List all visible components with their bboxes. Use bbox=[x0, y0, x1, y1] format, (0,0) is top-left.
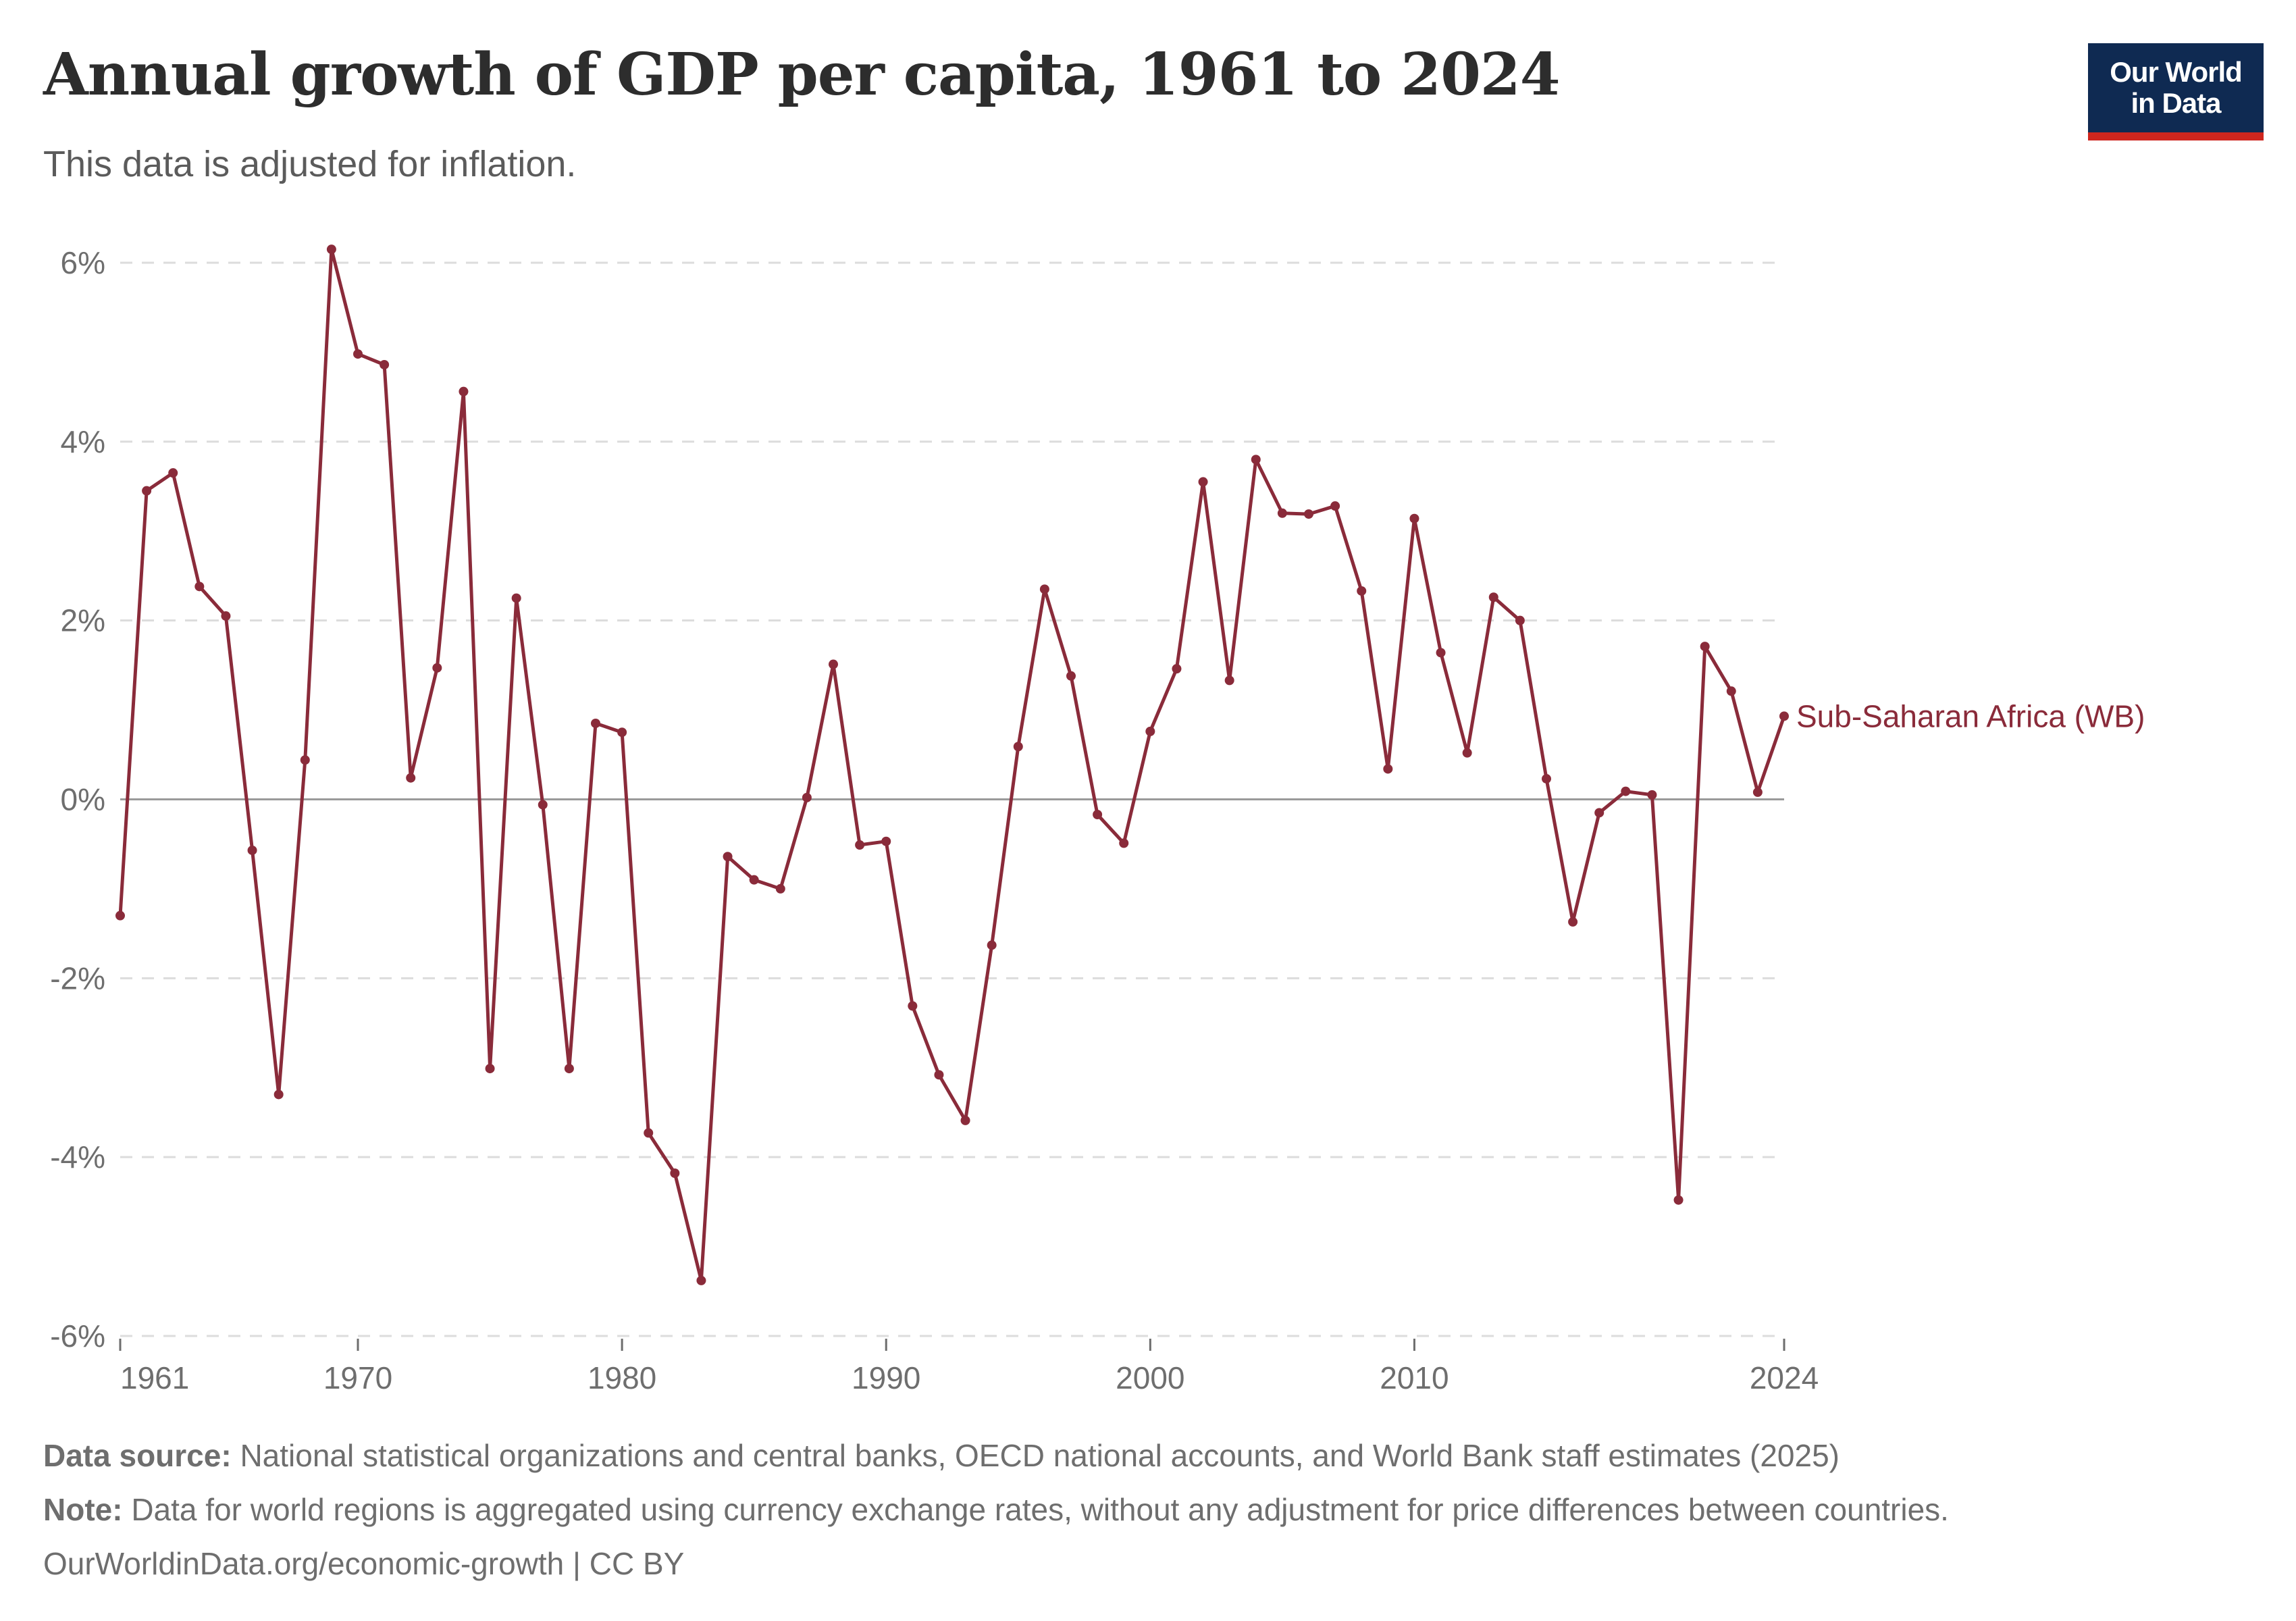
y-tick-label: 0% bbox=[61, 782, 105, 817]
data-point bbox=[432, 663, 442, 673]
logo-line-1: Our World bbox=[2110, 56, 2243, 88]
data-point bbox=[1515, 615, 1525, 625]
data-point bbox=[459, 386, 469, 396]
data-point bbox=[168, 468, 178, 478]
note-text: Data for world regions is aggregated usi… bbox=[131, 1492, 1949, 1527]
gridlines bbox=[120, 261, 1784, 1158]
data-point bbox=[406, 773, 416, 783]
data-point bbox=[142, 486, 152, 496]
data-point bbox=[644, 1128, 654, 1138]
y-tick-label: -4% bbox=[50, 1139, 105, 1175]
data-point bbox=[1330, 501, 1340, 511]
data-source-label: Data source: bbox=[43, 1438, 232, 1473]
data-point bbox=[1542, 774, 1551, 784]
data-source: Data source: National statistical organi… bbox=[43, 1437, 1840, 1474]
data-point bbox=[934, 1070, 944, 1080]
data-point bbox=[1752, 787, 1763, 797]
data-point bbox=[775, 883, 785, 894]
data-point bbox=[960, 1115, 970, 1125]
data-point bbox=[881, 836, 891, 846]
owid-logo[interactable]: Our World in Data bbox=[2088, 43, 2264, 140]
data-point bbox=[1093, 810, 1103, 820]
data-point bbox=[1462, 748, 1472, 758]
data-point bbox=[749, 875, 759, 885]
data-point bbox=[1277, 508, 1287, 518]
series-label: Sub-Saharan Africa (WB) bbox=[1796, 698, 2145, 734]
data-point bbox=[1488, 592, 1498, 602]
y-tick-label: -6% bbox=[50, 1318, 105, 1354]
data-point bbox=[591, 718, 600, 728]
data-point bbox=[1172, 664, 1182, 674]
series-labels: Sub-Saharan Africa (WB) bbox=[1796, 698, 2145, 734]
data-point bbox=[1436, 648, 1446, 658]
data-point bbox=[247, 845, 257, 855]
data-point bbox=[617, 727, 627, 738]
source-url[interactable]: OurWorldinData.org/economic-growth | CC … bbox=[43, 1546, 685, 1581]
chart-title: Annual growth of GDP per capita, 1961 to… bbox=[43, 41, 1561, 109]
data-point bbox=[1066, 671, 1076, 681]
data-point bbox=[829, 659, 838, 669]
data-point bbox=[802, 792, 812, 802]
data-point bbox=[987, 940, 997, 950]
x-tick-label: 1980 bbox=[588, 1360, 656, 1395]
x-tick-label: 1961 bbox=[120, 1360, 189, 1395]
data-point bbox=[564, 1064, 574, 1074]
data-point bbox=[1224, 675, 1234, 686]
data-point bbox=[1409, 513, 1419, 523]
y-tick-label: -2% bbox=[50, 960, 105, 996]
data-point bbox=[1013, 742, 1023, 752]
chart-note: Note: Data for world regions is aggregat… bbox=[43, 1491, 1949, 1528]
x-tick-label: 2024 bbox=[1750, 1360, 1819, 1395]
data-point bbox=[353, 349, 363, 359]
data-point bbox=[1119, 838, 1129, 848]
note-label: Note: bbox=[43, 1492, 123, 1527]
data-point bbox=[1647, 790, 1657, 800]
data-point bbox=[1251, 455, 1261, 465]
data-point bbox=[115, 910, 125, 921]
data-point bbox=[1383, 764, 1393, 774]
x-tick-label: 2000 bbox=[1116, 1360, 1184, 1395]
data-point bbox=[511, 593, 521, 603]
data-point bbox=[1304, 509, 1313, 519]
data-point bbox=[1145, 726, 1155, 736]
data-point bbox=[300, 755, 310, 765]
data-point bbox=[908, 1001, 918, 1011]
data-source-text: National statistical organizations and c… bbox=[240, 1438, 1840, 1473]
data-point bbox=[1621, 786, 1631, 796]
series-line bbox=[118, 247, 1786, 1283]
data-point bbox=[1198, 477, 1208, 487]
data-point bbox=[1594, 808, 1604, 818]
data-point bbox=[723, 852, 733, 862]
data-point bbox=[273, 1089, 284, 1100]
y-axis: -6% -4% -2% 0% 2% 4% 6% bbox=[50, 245, 105, 1354]
data-point bbox=[326, 245, 336, 255]
series-layer bbox=[118, 247, 1786, 1283]
data-point bbox=[670, 1168, 680, 1179]
logo-line-2: in Data bbox=[2131, 87, 2221, 119]
x-tick-label: 2010 bbox=[1380, 1360, 1449, 1395]
data-point bbox=[1726, 686, 1736, 696]
x-axis: 1961 1970 1980 1990 2000 2010 2024 bbox=[119, 1335, 1819, 1395]
y-tick-label: 6% bbox=[61, 245, 105, 280]
data-point bbox=[1568, 917, 1578, 927]
data-point bbox=[221, 611, 231, 621]
y-tick-label: 4% bbox=[61, 424, 105, 459]
data-point bbox=[538, 800, 548, 810]
x-tick-label: 1970 bbox=[323, 1360, 392, 1395]
data-point bbox=[380, 359, 390, 369]
chart-subtitle: This data is adjusted for inflation. bbox=[43, 144, 577, 184]
data-point bbox=[1357, 586, 1367, 596]
data-point bbox=[1700, 642, 1710, 652]
y-tick-label: 2% bbox=[61, 603, 105, 638]
data-point bbox=[696, 1275, 706, 1285]
x-tick-label: 1990 bbox=[852, 1360, 920, 1395]
data-point bbox=[1673, 1195, 1684, 1205]
data-point bbox=[1779, 711, 1789, 721]
data-points bbox=[115, 245, 1789, 1285]
data-point bbox=[485, 1064, 495, 1074]
data-point bbox=[194, 582, 205, 592]
data-point bbox=[855, 840, 865, 850]
data-point bbox=[1039, 584, 1049, 594]
